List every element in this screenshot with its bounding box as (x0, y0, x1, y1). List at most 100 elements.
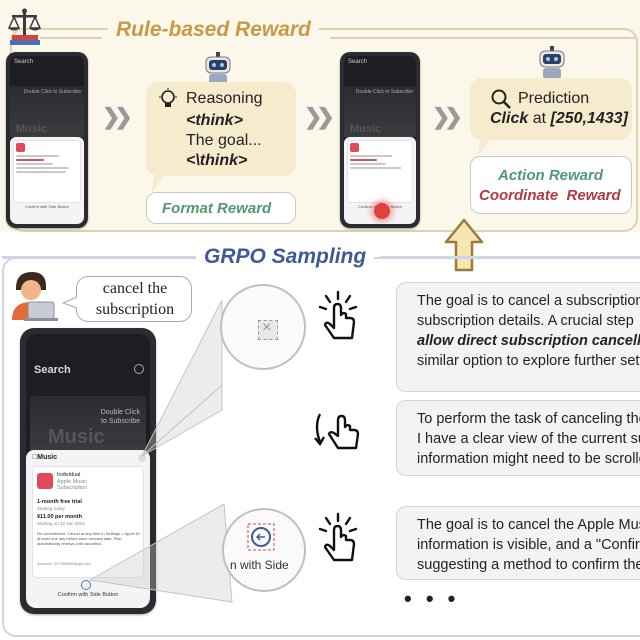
response-1-line-3: allow direct subscription cancell (417, 333, 640, 349)
title-rule-right (330, 37, 635, 39)
bubble-tail (62, 296, 78, 309)
side-button-icon[interactable] (81, 580, 91, 590)
scales-books-icon (7, 8, 42, 45)
response-1-line-1: The goal is to cancel a subscription (417, 293, 640, 309)
reasoning-body: The goal... (186, 132, 262, 149)
reasoning-heading: Reasoning (186, 90, 263, 107)
response-1-line-2: subscription details. A crucial step (417, 313, 634, 329)
sheet-title-text: Music (32, 454, 57, 461)
prediction-heading: Prediction (518, 90, 590, 107)
subscription-card (347, 139, 413, 204)
large-search-label: Search (34, 364, 71, 376)
zoom-side-button-text: n with Side (230, 558, 289, 572)
tap-hand-icon (318, 290, 358, 340)
large-hero-text: Double Click to Subscribe (101, 408, 140, 426)
plan-name: Individual (57, 472, 81, 478)
phone-hero: Double Click to Subscribe Music (344, 86, 416, 137)
prediction-coords: [250,1433] (550, 110, 628, 127)
phone-screenshot-action: Search Double Click to Subscribe Music Co… (340, 52, 420, 228)
prediction-bubble (470, 78, 632, 140)
profile-icon (134, 364, 144, 374)
response-box-3: The goal is to cancel the Apple Musi inf… (396, 506, 640, 580)
click-target-marker (374, 203, 390, 219)
title-rule-right (380, 256, 640, 259)
reasoning-bubble (146, 82, 296, 176)
bubble-tail (478, 140, 490, 156)
prediction-action-verb: Click (490, 110, 529, 127)
rule-based-reward-title: Rule-based Reward (108, 16, 319, 44)
prediction-at: at (532, 110, 547, 127)
plan-sub-1: Apple Music (57, 478, 87, 485)
response-3-line-1: The goal is to cancel the Apple Musi (417, 517, 640, 533)
large-hero-line-2: to Subscribe (101, 418, 140, 425)
robot-icon (539, 46, 565, 79)
price-sub: Starting on 22 Jan 2024 (37, 521, 85, 526)
zoom-circle-side-button: n with Side (222, 508, 306, 592)
bubble-tail (152, 176, 164, 192)
response-2-line-3: information might need to be scrolle (417, 451, 640, 467)
user-laptop-icon (12, 272, 58, 321)
response-2-line-2: I have a clear view of the current sul (417, 431, 640, 447)
phone-screenshot-input: Search Double Click to Subscribe Music Co… (6, 52, 88, 228)
prediction-action: Click at [250,1433] (490, 110, 628, 128)
double-chevron-icon: ❯❯ (432, 104, 463, 129)
response-2-line-1: To perform the task of canceling the (417, 411, 640, 427)
double-chevron-icon: ❯❯ (102, 104, 133, 129)
format-reward-label: Format Reward (162, 200, 272, 217)
tap-hand-icon (318, 512, 358, 562)
subscription-card (13, 139, 81, 204)
up-arrow-icon (444, 218, 484, 272)
phone-search-label: Search (14, 59, 34, 65)
sheet-title: Music (32, 454, 57, 461)
music-app-icon (350, 142, 359, 152)
confirm-side-button-label[interactable]: Confirm with Side Button (57, 592, 119, 598)
large-hero: Double Click to Subscribe Music (30, 396, 146, 456)
magnifier-icon (491, 89, 511, 109)
user-instruction-bubble (76, 276, 192, 322)
user-instruction-text: cancel the subscription (95, 280, 175, 318)
music-app-icon (37, 473, 53, 489)
title-rule-left (2, 256, 196, 259)
phone-screenshot-large: Search Double Click to Subscribe Music M… (20, 328, 156, 614)
price-label: ¥11.00 per month (37, 514, 82, 520)
trial-label: 1-month free trial (37, 499, 82, 505)
think-close-tag: <\think> (186, 152, 248, 169)
double-chevron-icon: ❯❯ (304, 104, 335, 129)
phone-hero-text: Double Click to Subscribe (355, 89, 413, 96)
response-3-line-3: suggesting a method to confirm the (417, 557, 640, 573)
terms-text: No commitment. Cancel at any time in Set… (37, 531, 140, 546)
large-music-watermark: Music (48, 426, 105, 448)
response-3-line-2: information is visible, and a "Confirm (417, 537, 640, 553)
grpo-sampling-title: GRPO Sampling (196, 244, 375, 270)
large-hero-line-1: Double Click (100, 409, 140, 416)
zoom-circle-close-button: × (220, 284, 306, 370)
music-watermark: Music (16, 122, 48, 135)
close-button-zoomed (258, 320, 278, 340)
account-text: Account: 327553389@qq.com (37, 561, 91, 566)
lightbulb-icon (159, 88, 177, 107)
scroll-hand-icon (314, 413, 360, 450)
response-box-2: To perform the task of canceling the I h… (396, 400, 640, 476)
close-icon: × (262, 319, 272, 336)
plan-sub-2: Subscription (57, 485, 88, 491)
robot-icon (205, 52, 231, 85)
action-reward-label: Action Reward (498, 167, 604, 184)
music-app-icon (16, 142, 25, 152)
music-watermark: Music (350, 122, 382, 135)
zoom-connector-lines (88, 299, 233, 603)
title-rule-left (40, 37, 102, 39)
think-open-tag: <think> (186, 112, 243, 129)
side-button-icon (247, 523, 275, 551)
confirm-side-button-text: Confirm with Side Button (24, 204, 70, 210)
coordinate-reward-label: Coordinate Reward (479, 187, 621, 204)
phone-search-label: Search (348, 59, 368, 65)
large-subscription-card: Individual Apple Music Subscription 1-mont… (32, 466, 144, 578)
sheet-close-icon[interactable] (138, 454, 146, 462)
action-reward-box (470, 156, 632, 214)
phone-hero: Double Click to Subscribe Music (10, 86, 84, 137)
more-samples-ellipsis: • • • (404, 586, 460, 611)
format-reward-box (146, 192, 296, 224)
response-1-line-4: similar option to explore further sett (417, 353, 640, 369)
phone-hero-text: Double Click to Subscribe (23, 89, 81, 96)
